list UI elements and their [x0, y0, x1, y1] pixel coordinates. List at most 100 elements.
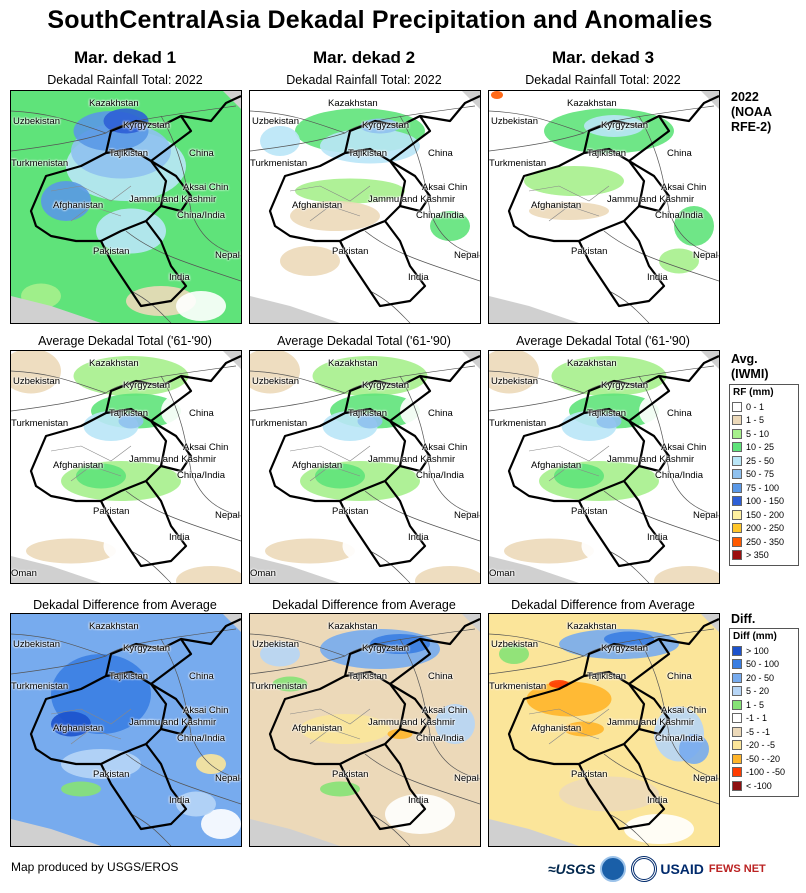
- rf-legend-swatch: [732, 415, 742, 426]
- diff-legend-label: 20 - 50: [746, 672, 775, 683]
- rainfall-map-graphic: [11, 91, 241, 323]
- difference-map-graphic: [489, 614, 719, 846]
- map-label-afghanistan: Afghanistan: [53, 460, 104, 471]
- rf-legend-label: 75 - 100: [746, 482, 780, 493]
- map-label-afghanistan: Afghanistan: [531, 200, 582, 211]
- rf-legend-item: 10 - 25: [732, 441, 796, 455]
- map-label-india: India: [169, 795, 190, 806]
- rainfall-legend-title: RF (mm): [733, 387, 774, 398]
- map-label-afghanistan: Afghanistan: [53, 200, 104, 211]
- map-label-china-india: China/India: [655, 733, 704, 744]
- difference-legend-title: Diff (mm): [733, 631, 777, 642]
- rf-legend-label: 150 - 200: [746, 509, 785, 520]
- map-label-nepal: Nepal: [215, 773, 240, 784]
- map-label-india: India: [647, 272, 668, 283]
- diff-legend-item: -50 - -20: [732, 752, 796, 766]
- average-panel-title: Average Dekadal Total ('61-'90): [277, 334, 451, 348]
- difference-map-graphic: [11, 614, 241, 846]
- usaid-seal-icon: [631, 856, 658, 882]
- map-label-china-india: China/India: [177, 733, 226, 744]
- map-label-pakistan: Pakistan: [93, 506, 130, 517]
- map-label-kyrgyzstan: Kyrgyzstan: [362, 380, 409, 391]
- diff-legend-swatch: [732, 645, 742, 656]
- map-label-kazakhstan: Kazakhstan: [89, 621, 139, 632]
- map-label-afghanistan: Afghanistan: [53, 723, 104, 734]
- diff-legend-item: -20 - -5: [732, 739, 796, 753]
- difference-map-dekad-3: Kazakhstan Uzbekistan Kyrgyzstan Tajikistan…: [488, 613, 720, 847]
- map-label-kyrgyzstan: Kyrgyzstan: [362, 643, 409, 654]
- map-label-kazakhstan: Kazakhstan: [328, 358, 378, 369]
- rf-legend-item: 75 - 100: [732, 481, 796, 495]
- map-label-china: China: [428, 671, 453, 682]
- credit-text: Map produced by USGS/EROS: [11, 860, 179, 874]
- map-label-china-india: China/India: [655, 210, 704, 221]
- rf-legend-item: > 350: [732, 549, 796, 563]
- average-map-graphic: [489, 351, 719, 583]
- rf-legend-label: 25 - 50: [746, 455, 775, 466]
- average-panel-title: Average Dekadal Total ('61-'90): [516, 334, 690, 348]
- map-label-kazakhstan: Kazakhstan: [567, 621, 617, 632]
- average-map-dekad-2: Kazakhstan Uzbekistan Kyrgyzstan Tajikistan…: [249, 350, 481, 584]
- usaid-logo: USAID: [631, 856, 704, 882]
- map-label-tajikistan: Tajikistan: [587, 671, 627, 682]
- map-label-aksai-chin: Aksai Chin: [183, 442, 229, 453]
- map-label-pakistan: Pakistan: [571, 769, 608, 780]
- column-header-dekad-1: Mar. dekad 1: [73, 48, 177, 67]
- map-label-tajikistan: Tajikistan: [348, 671, 388, 682]
- diff-legend-swatch: [732, 713, 742, 724]
- rainfall-panel-title: Dekadal Rainfall Total: 2022: [525, 73, 681, 87]
- map-label-jammu-kashmir: Jammu and Kashmir: [607, 454, 695, 465]
- diff-legend-item: < -100: [732, 779, 796, 793]
- map-label-uzbekistan: Uzbekistan: [13, 376, 60, 387]
- map-label-india: India: [408, 272, 429, 283]
- map-label-china-india: China/India: [655, 470, 704, 481]
- diff-legend-swatch: [732, 686, 742, 697]
- map-label-china: China: [428, 408, 453, 419]
- map-label-aksai-chin: Aksai Chin: [661, 442, 707, 453]
- map-label-jammu-kashmir: Jammu and Kashmir: [607, 717, 695, 728]
- rf-legend-item: 250 - 350: [732, 535, 796, 549]
- map-label-nepal: Nepal: [454, 773, 479, 784]
- difference-map-dekad-2: Kazakhstan Uzbekistan Kyrgyzstan Tajikistan…: [249, 613, 481, 847]
- row-label-rainfall: 2022 (NOAA RFE-2): [731, 90, 772, 134]
- map-label-kazakhstan: Kazakhstan: [567, 358, 617, 369]
- map-label-nepal: Nepal: [454, 250, 479, 261]
- map-label-uzbekistan: Uzbekistan: [252, 639, 299, 650]
- map-label-uzbekistan: Uzbekistan: [491, 376, 538, 387]
- map-label-china-india: China/India: [416, 733, 465, 744]
- rf-legend-swatch: [732, 469, 742, 480]
- map-label-china: China: [428, 148, 453, 159]
- diff-legend-swatch: [732, 699, 742, 710]
- diff-legend-swatch: [732, 740, 742, 751]
- map-label-oman: Oman: [250, 568, 276, 579]
- map-label-uzbekistan: Uzbekistan: [252, 116, 299, 127]
- usaid-logo-text: USAID: [660, 861, 704, 877]
- map-label-turkmenistan: Turkmenistan: [250, 158, 308, 169]
- average-map-dekad-3: Kazakhstan Uzbekistan Kyrgyzstan Tajikistan…: [488, 350, 720, 584]
- map-label-tajikistan: Tajikistan: [348, 408, 388, 419]
- map-label-nepal: Nepal: [454, 510, 479, 521]
- map-label-kyrgyzstan: Kyrgyzstan: [123, 380, 170, 391]
- map-label-jammu-kashmir: Jammu and Kashmir: [607, 194, 695, 205]
- map-label-tajikistan: Tajikistan: [109, 408, 149, 419]
- diff-legend-item: 50 - 100: [732, 658, 796, 672]
- average-map-graphic: [250, 351, 480, 583]
- map-label-uzbekistan: Uzbekistan: [252, 376, 299, 387]
- map-label-afghanistan: Afghanistan: [292, 460, 343, 471]
- map-label-china-india: China/India: [177, 470, 226, 481]
- map-label-afghanistan: Afghanistan: [292, 200, 343, 211]
- rf-legend-label: > 350: [746, 550, 769, 561]
- map-label-india: India: [408, 532, 429, 543]
- map-label-india: India: [169, 272, 190, 283]
- diff-legend-label: > 100: [746, 645, 769, 656]
- average-map-graphic: [11, 351, 241, 583]
- map-label-china: China: [189, 148, 214, 159]
- difference-legend: Diff (mm) > 100 50 - 100 20 - 50 5 - 20 1 - …: [729, 628, 799, 797]
- map-label-turkmenistan: Turkmenistan: [250, 681, 308, 692]
- map-label-jammu-kashmir: Jammu and Kashmir: [129, 194, 217, 205]
- rainfall-map-dekad-2: Kazakhstan Uzbekistan Kyrgyzstan Tajikistan…: [249, 90, 481, 324]
- map-label-pakistan: Pakistan: [332, 246, 369, 257]
- map-label-kazakhstan: Kazakhstan: [89, 358, 139, 369]
- map-label-kyrgyzstan: Kyrgyzstan: [601, 643, 648, 654]
- map-label-china-india: China/India: [177, 210, 226, 221]
